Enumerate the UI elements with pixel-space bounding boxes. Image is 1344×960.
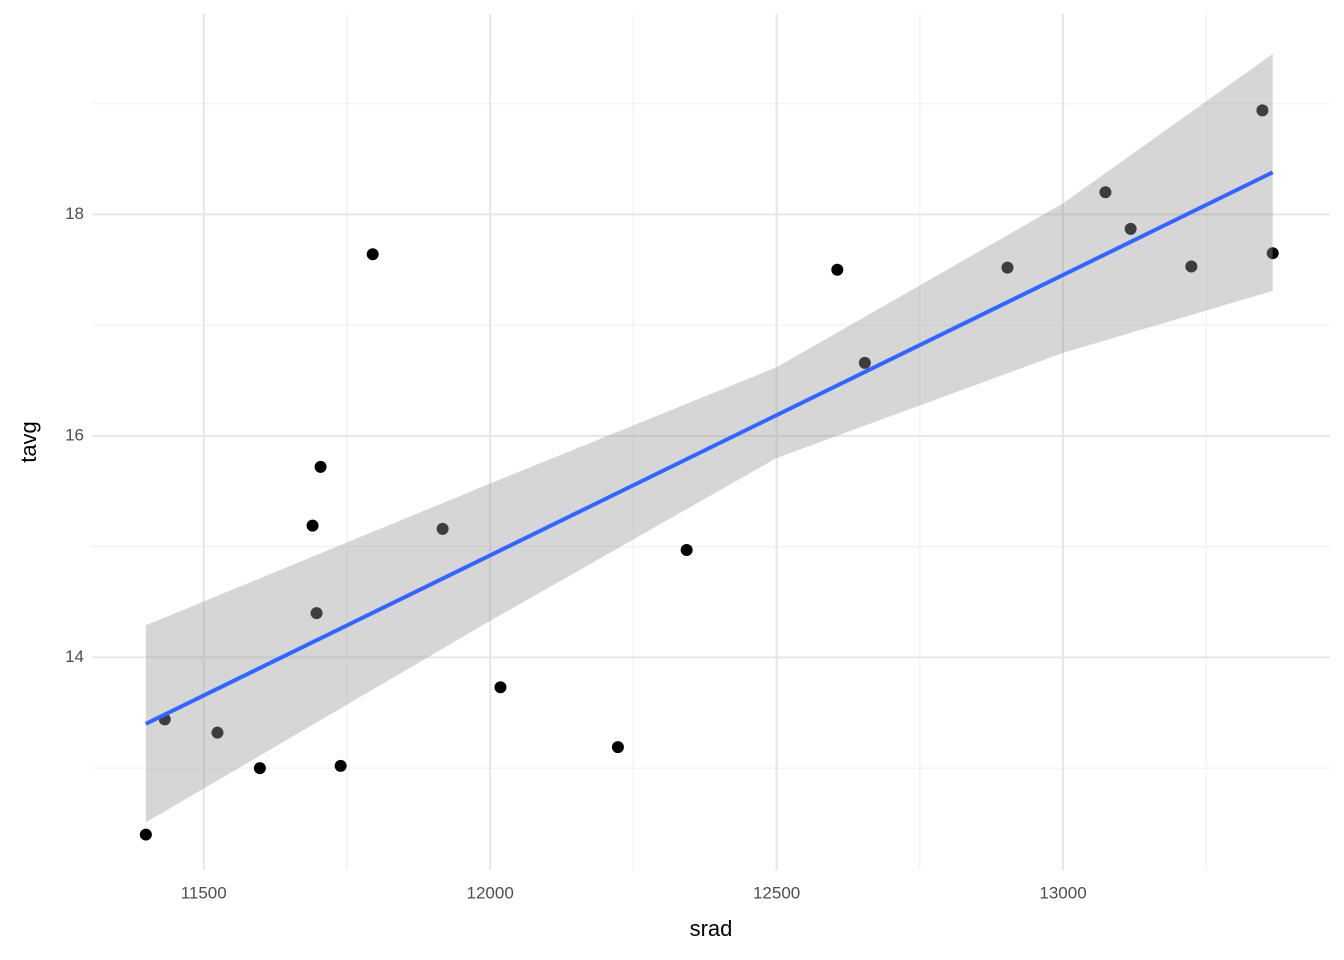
y-axis-label: tavg	[16, 421, 41, 463]
x-tick-label: 12000	[467, 883, 514, 902]
x-tick-label: 12500	[753, 883, 800, 902]
point	[611, 741, 624, 754]
point	[436, 522, 449, 535]
point	[366, 248, 379, 261]
y-tick-label: 18	[65, 204, 84, 223]
point	[1099, 186, 1112, 199]
point	[211, 726, 224, 739]
point	[314, 460, 327, 473]
x-tick-label: 11500	[181, 883, 227, 902]
point	[1001, 261, 1014, 274]
point	[1124, 222, 1137, 235]
point	[306, 519, 319, 532]
point	[310, 607, 323, 620]
x-axis-label: srad	[690, 916, 733, 941]
point	[1185, 260, 1198, 273]
y-tick-label: 16	[65, 425, 84, 444]
point	[1266, 247, 1279, 260]
point	[334, 759, 347, 772]
fit-line	[144, 170, 1274, 726]
y-tick-label: 14	[65, 647, 84, 666]
point	[831, 263, 844, 276]
point	[680, 543, 693, 556]
confidence-band	[145, 53, 1273, 823]
x-tick-label: 13000	[1039, 883, 1086, 902]
point	[1256, 104, 1269, 117]
point	[494, 681, 507, 694]
point	[253, 762, 266, 775]
point	[139, 828, 152, 841]
point	[858, 356, 871, 369]
